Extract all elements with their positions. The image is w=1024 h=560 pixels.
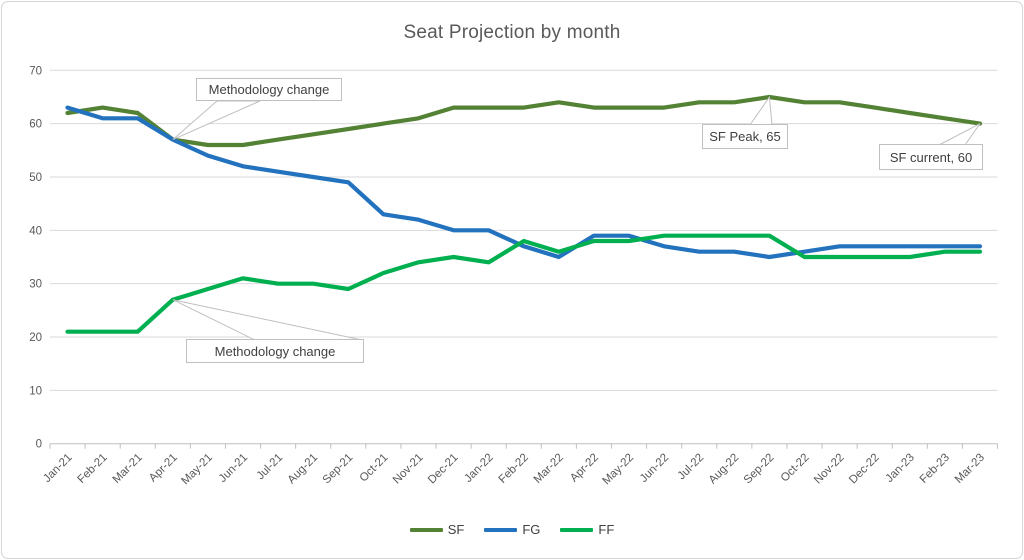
legend-swatch-sf <box>409 527 443 532</box>
x-axis-tick-label: Dec-22 <box>847 452 882 487</box>
annotation-leader <box>938 123 981 146</box>
annotation-label: Methodology change <box>214 343 336 359</box>
x-axis-tick-label: Oct-21 <box>358 452 391 485</box>
legend-item-fg: FG <box>484 522 540 537</box>
x-axis-tick-label: Aug-22 <box>707 452 742 487</box>
x-axis-tick-label: Mar-22 <box>532 452 566 486</box>
x-axis-tick-label: Apr-22 <box>568 452 601 485</box>
legend-label-ff: FF <box>598 522 615 537</box>
x-axis-tick-label: Sep-21 <box>321 452 356 487</box>
series-line-sf <box>65 94 983 148</box>
x-axis-tick-label: Apr-21 <box>147 452 180 485</box>
series-line-fg <box>65 105 983 260</box>
y-axis-tick-label: 20 <box>29 332 42 344</box>
x-axis-tick-label: Jul-22 <box>676 452 707 483</box>
annotation-sf-current: SF current, 60 <box>879 144 983 170</box>
y-axis-tick-label: 0 <box>36 439 42 451</box>
series-line-ff <box>65 233 983 334</box>
x-axis-tick-label: Jan-21 <box>41 452 74 485</box>
x-axis-tick-label: Feb-21 <box>76 452 110 486</box>
x-axis-tick-label: Feb-23 <box>918 452 952 486</box>
legend-label-fg: FG <box>522 522 541 537</box>
x-axis-tick-label: Mar-21 <box>111 452 145 486</box>
y-axis-tick-label: 40 <box>29 225 42 237</box>
chart-legend: SF FG FF <box>2 522 1022 537</box>
x-axis-tick-label: Jun-21 <box>217 452 250 485</box>
y-axis-tick-label: 10 <box>29 385 42 397</box>
x-axis-tick-label: Sep-22 <box>742 452 777 487</box>
x-axis-tick-label: May-21 <box>179 452 215 488</box>
x-axis-tick-label: Oct-22 <box>779 452 812 485</box>
y-axis-tick-label: 50 <box>29 172 42 184</box>
annotation-methodology-change-bottom: Methodology change <box>186 339 364 363</box>
x-axis-tick-label: Mar-23 <box>953 452 987 486</box>
x-axis-tick-label: Nov-22 <box>812 452 847 487</box>
annotation-label: SF current, 60 <box>889 149 973 165</box>
x-axis-tick-label: Dec-21 <box>426 452 461 487</box>
legend-item-sf: SF <box>409 522 465 537</box>
annotation-methodology-change-top: Methodology change <box>196 78 342 101</box>
y-axis-tick-label: 60 <box>29 119 42 131</box>
legend-swatch-fg <box>484 527 518 532</box>
legend-swatch-ff <box>560 527 594 532</box>
annotation-leader <box>172 100 261 141</box>
annotation-label: SF Peak, 65 <box>709 129 781 144</box>
y-axis-tick-label: 70 <box>29 65 42 77</box>
legend-item-ff: FF <box>560 522 614 537</box>
x-axis-tick-label: Jan-23 <box>884 452 917 485</box>
chart-title: Seat Projection by month <box>403 22 621 43</box>
x-axis-tick-label: Jun-22 <box>638 452 671 485</box>
x-axis-tick-label: Jul-21 <box>255 452 286 483</box>
x-axis-tick-label: Aug-21 <box>286 452 321 487</box>
x-axis-tick-label: Jan-22 <box>462 452 495 485</box>
annotation-label: Methodology change <box>208 82 330 97</box>
annotation-sf-peak: SF Peak, 65 <box>702 124 788 149</box>
y-axis-tick-label: 30 <box>29 279 42 291</box>
annotation-leader <box>172 299 363 341</box>
x-axis-tick-label: May-22 <box>601 452 637 488</box>
legend-label-sf: SF <box>447 522 465 537</box>
x-axis-tick-label: Feb-22 <box>497 452 531 486</box>
x-axis-tick-label: Nov-21 <box>391 452 426 487</box>
